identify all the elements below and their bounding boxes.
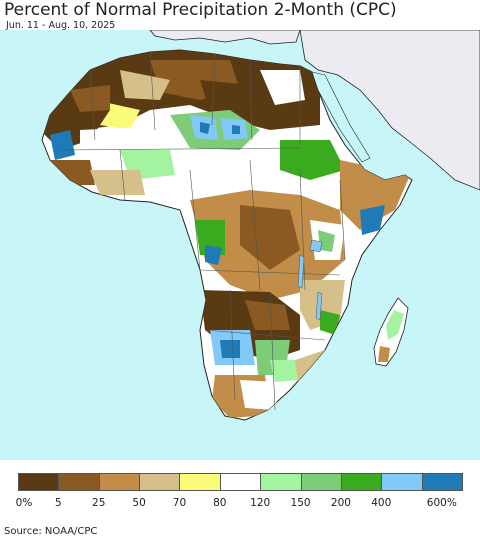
legend-tick-label: 120 xyxy=(250,497,271,509)
legend xyxy=(18,473,463,493)
middle-east-landmass xyxy=(299,30,480,191)
map-area xyxy=(0,30,480,460)
europe-landmass xyxy=(149,30,301,45)
lake-malawi xyxy=(315,291,323,321)
lake-tanganyika xyxy=(297,254,305,289)
legend-tick-label: 600% xyxy=(426,497,457,509)
madagascar-dry xyxy=(386,310,404,340)
country-borders xyxy=(59,51,346,411)
legend-tick-label: 25 xyxy=(92,497,106,509)
legend-swatch xyxy=(421,473,463,491)
lake-victoria xyxy=(309,239,323,253)
legend-swatch xyxy=(98,473,141,491)
red-sea xyxy=(311,71,371,163)
precipitation-map xyxy=(41,30,480,421)
legend-tick-label: 0% xyxy=(15,497,33,509)
date-range: Jun. 11 - Aug. 10, 2025 xyxy=(6,20,116,31)
source-label: Source: NOAA/CPC xyxy=(4,526,98,537)
legend-tick-label: 80 xyxy=(213,497,227,509)
legend-swatch xyxy=(179,473,221,491)
legend-tick-label: 70 xyxy=(172,497,187,509)
legend-swatch xyxy=(139,473,181,491)
legend-tick-label: 200 xyxy=(330,497,351,509)
legend-tick-label: 5 xyxy=(55,497,62,509)
legend-swatch xyxy=(58,473,100,491)
legend-swatch xyxy=(18,473,60,491)
legend-tick-label: 400 xyxy=(371,497,392,509)
page-title: Percent of Normal Precipitation 2-Month … xyxy=(4,0,397,20)
madagascar-wet xyxy=(378,346,390,362)
legend-swatch xyxy=(219,473,262,491)
legend-swatch xyxy=(300,473,342,491)
legend-tick-label: 50 xyxy=(132,497,146,509)
legend-tick-label: 150 xyxy=(290,497,311,509)
legend-swatch xyxy=(260,473,302,491)
legend-swatch xyxy=(340,473,383,491)
legend-swatch xyxy=(381,473,423,491)
